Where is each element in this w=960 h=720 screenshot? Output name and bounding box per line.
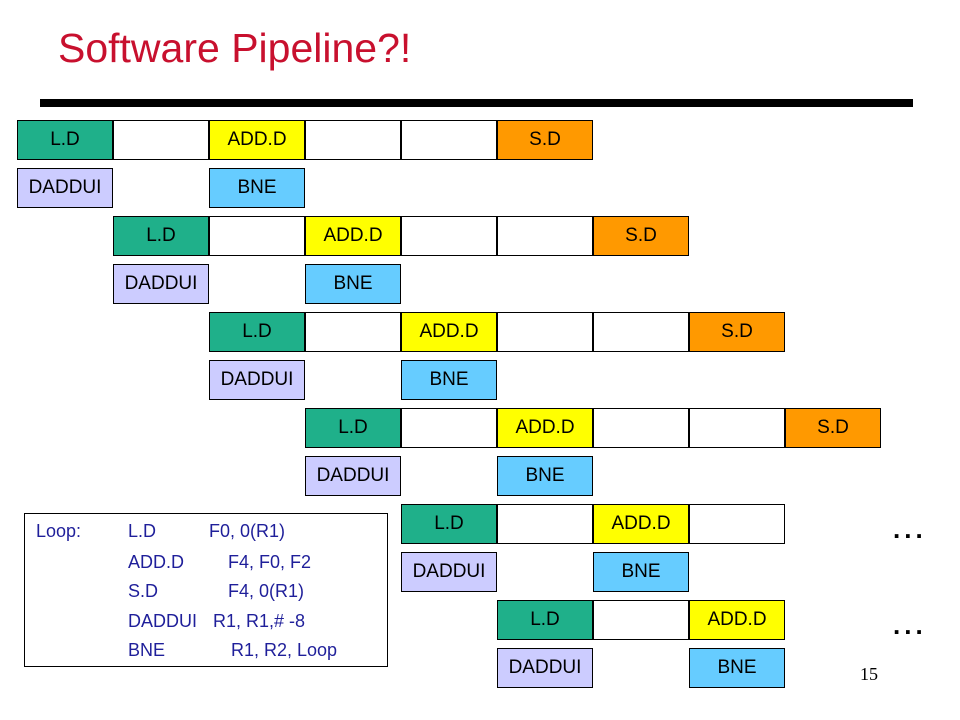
title-underline <box>40 99 913 107</box>
pipeline-cell-bne: BNE <box>305 264 401 304</box>
pipeline-cell-ld: L.D <box>209 312 305 352</box>
pipeline-cell-empty <box>401 216 497 256</box>
pipeline-cell-ld: L.D <box>305 408 401 448</box>
pipeline-cell-daddui: DADDUI <box>305 456 401 496</box>
pipeline-cell-empty <box>497 216 593 256</box>
code-op: ADD.D <box>128 552 185 572</box>
code-args: F0, 0(R1) <box>209 521 286 541</box>
continuation-ellipsis: ... <box>893 610 927 640</box>
pipeline-cell-bne: BNE <box>497 456 593 496</box>
loop-code-box: Loop: L.D F0, 0(R1) ADD.D F4, F0, F2 S.D… <box>24 513 388 667</box>
code-label: Loop: <box>36 521 82 541</box>
pipeline-cell-empty <box>401 408 497 448</box>
slide-title: Software Pipeline?! <box>58 25 412 71</box>
pipeline-cell-ld: L.D <box>17 120 113 160</box>
pipeline-cell-bne: BNE <box>401 360 497 400</box>
code-op: DADDUI <box>128 611 198 631</box>
page-number: 15 <box>860 664 878 684</box>
code-args: F4, F0, F2 <box>228 552 312 572</box>
pipeline-cell-daddui: DADDUI <box>401 552 497 592</box>
pipeline-cell-daddui: DADDUI <box>17 168 113 208</box>
code-op: S.D <box>128 581 159 601</box>
code-op: L.D <box>128 521 157 541</box>
code-args: R1, R2, Loop <box>231 640 338 660</box>
code-args: R1, R1,# -8 <box>213 611 306 631</box>
continuation-ellipsis: ... <box>893 514 927 544</box>
pipeline-cell-addd: ADD.D <box>209 120 305 160</box>
pipeline-cell-empty <box>689 504 785 544</box>
pipeline-cell-bne: BNE <box>689 648 785 688</box>
pipeline-cell-empty <box>593 600 689 640</box>
pipeline-cell-addd: ADD.D <box>401 312 497 352</box>
pipeline-cell-sd: S.D <box>689 312 785 352</box>
pipeline-cell-ld: L.D <box>497 600 593 640</box>
pipeline-cell-ld: L.D <box>113 216 209 256</box>
pipeline-cell-bne: BNE <box>593 552 689 592</box>
pipeline-cell-sd: S.D <box>785 408 881 448</box>
pipeline-cell-empty <box>497 312 593 352</box>
pipeline-cell-addd: ADD.D <box>689 600 785 640</box>
pipeline-cell-empty <box>593 408 689 448</box>
pipeline-cell-empty <box>113 120 209 160</box>
code-op: BNE <box>128 640 166 660</box>
code-args: F4, 0(R1) <box>228 581 305 601</box>
pipeline-cell-empty <box>305 312 401 352</box>
pipeline-cell-addd: ADD.D <box>593 504 689 544</box>
pipeline-cell-empty <box>209 216 305 256</box>
pipeline-cell-empty <box>401 120 497 160</box>
pipeline-cell-empty <box>305 120 401 160</box>
pipeline-cell-bne: BNE <box>209 168 305 208</box>
pipeline-cell-empty <box>689 408 785 448</box>
pipeline-cell-empty <box>497 504 593 544</box>
pipeline-cell-ld: L.D <box>401 504 497 544</box>
pipeline-cell-daddui: DADDUI <box>209 360 305 400</box>
pipeline-cell-daddui: DADDUI <box>113 264 209 304</box>
pipeline-cell-daddui: DADDUI <box>497 648 593 688</box>
pipeline-cell-empty <box>593 312 689 352</box>
pipeline-cell-addd: ADD.D <box>305 216 401 256</box>
pipeline-cell-sd: S.D <box>497 120 593 160</box>
pipeline-cell-addd: ADD.D <box>497 408 593 448</box>
pipeline-cell-sd: S.D <box>593 216 689 256</box>
